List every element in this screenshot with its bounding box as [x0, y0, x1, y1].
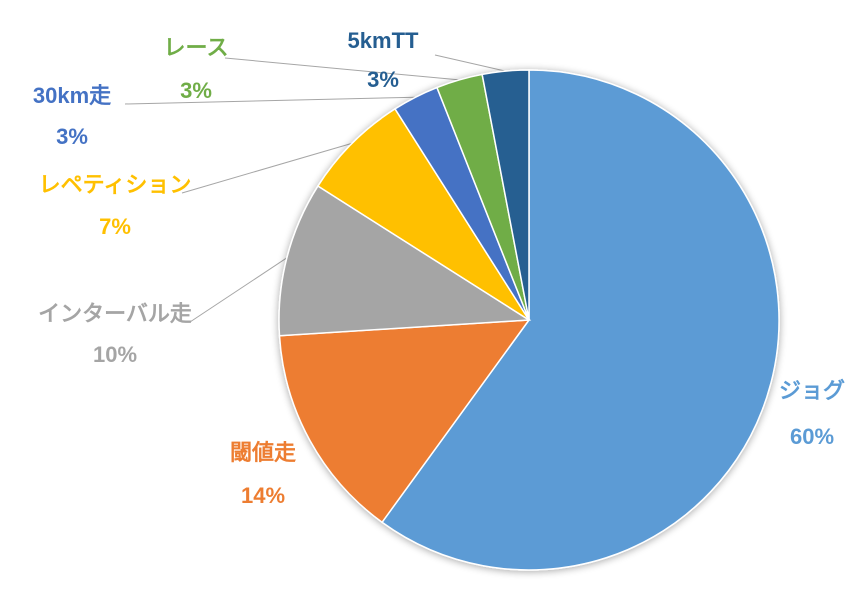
- pie-slices: [278, 69, 780, 571]
- slice-percent-label: 3%: [56, 124, 88, 149]
- slice-percent-label: 3%: [180, 78, 212, 103]
- pie-slice: [381, 69, 780, 571]
- slice-percent-label: 3%: [367, 67, 399, 92]
- leader-line: [189, 257, 288, 323]
- leader-line: [434, 54, 506, 72]
- pie-slice: [278, 319, 531, 524]
- slice-label: 30km走: [33, 83, 111, 108]
- slice-percent-label: 14%: [241, 483, 285, 508]
- slice-label: レペティション: [39, 172, 192, 197]
- leader-line: [224, 57, 460, 81]
- leader-line: [181, 142, 353, 194]
- slice-percent-label: 10%: [93, 342, 137, 367]
- pie-slice: [481, 69, 530, 321]
- leader-line: [124, 96, 416, 105]
- slice-label: 閾値走: [230, 440, 296, 465]
- slice-percent-label: 60%: [790, 424, 834, 449]
- pie-slice: [316, 107, 530, 321]
- pie-slice: [278, 185, 532, 337]
- slice-label: ジョグ: [779, 378, 845, 403]
- slice-label: 5kmTT: [348, 28, 419, 53]
- data-labels: ジョグ 60% 閾値走 14% インターバル走 10% レペティション 7% 30km走 3% レー…: [33, 28, 845, 508]
- slice-label: レース: [164, 35, 229, 60]
- leader-lines: [124, 54, 506, 323]
- slice-percent-label: 7%: [99, 214, 131, 239]
- slice-label: インターバル走: [38, 301, 192, 326]
